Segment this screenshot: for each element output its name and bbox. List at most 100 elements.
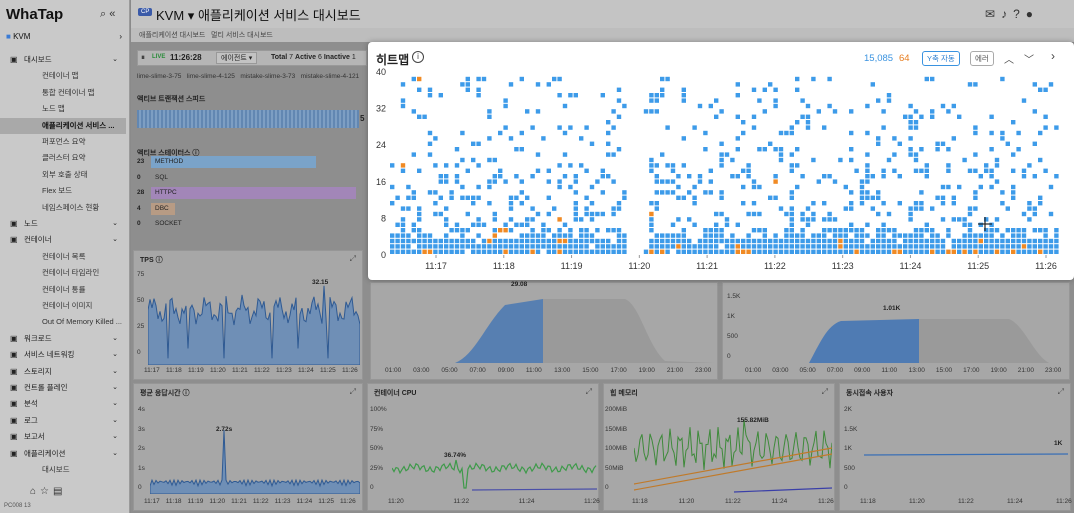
heatmap-cell: [471, 141, 476, 146]
sidebar-item[interactable]: ▣ ⌄ 애플리케이션: [0, 446, 126, 462]
agent-name[interactable]: mistake-slime-3-73: [240, 73, 296, 80]
sidebar-subitem[interactable]: Out Of Memory Killed ...: [0, 314, 126, 330]
x-tick-label: 11:24: [518, 498, 535, 505]
sidebar-subitem[interactable]: 노드 맵: [0, 101, 126, 117]
bell-icon[interactable]: ♪: [1001, 7, 1014, 21]
heatmap-cell: [886, 249, 892, 254]
heatmap-cell: [816, 179, 821, 184]
expand-icon[interactable]: ⤢: [349, 387, 356, 396]
page-title[interactable]: KVM ▾ 애플리케이션 서비스 대시보드: [156, 5, 361, 24]
chevron-up-icon[interactable]: ︿: [1004, 55, 1014, 66]
heatmap-cell: [751, 211, 757, 217]
chevron-down-icon[interactable]: ﹀: [1024, 55, 1034, 66]
sidebar-subitem[interactable]: 애플리케이션 서비스 ...: [0, 117, 126, 134]
heatmap-cell: [525, 249, 530, 254]
sidebar-item[interactable]: ▣ ⌄ 컨테이너: [0, 232, 126, 248]
chevron-down-icon: ⌄: [112, 433, 118, 441]
heatmap-cell: [967, 244, 973, 249]
heatmap-cell: [838, 244, 843, 249]
heatmap-cell: [757, 238, 762, 244]
star-icon[interactable]: ☆: [40, 486, 54, 497]
sidebar-subitem[interactable]: 클러스터 요약: [0, 150, 126, 166]
sidebar-subitem[interactable]: 컨테이너 맵: [0, 68, 126, 84]
sidebar-subitem[interactable]: 퍼포먼스 요약: [0, 134, 126, 150]
active-status-label[interactable]: METHOD: [155, 158, 184, 165]
heatmap-cell: [908, 249, 913, 254]
sidebar-subitem[interactable]: 대시보드: [0, 462, 126, 478]
agent-name[interactable]: mistake-slime-4-121: [300, 73, 360, 80]
heatmap-cell: [487, 109, 492, 114]
heatmap-cell: [1032, 244, 1037, 249]
heatmap-cell: [778, 244, 784, 249]
sidebar-subitem[interactable]: 네임스페이스 현황: [0, 200, 126, 216]
doc-icon[interactable]: ▤: [53, 486, 67, 497]
heatmap-cell: [584, 125, 589, 130]
sidebar-item[interactable]: ▣ ⌄ 노드: [0, 216, 126, 232]
sidebar-subitem[interactable]: 컨테이너 통률: [0, 282, 126, 298]
sidebar-subitem[interactable]: 컨테이너 이미지: [0, 298, 126, 314]
y-axis-auto-button[interactable]: Y축 자동: [922, 51, 960, 66]
sidebar-project[interactable]: ■ KVM ›: [6, 32, 126, 46]
sidebar-item[interactable]: ▣ ⌄ 컨트롤 플레인: [0, 380, 126, 396]
heatmap-cell: [573, 238, 578, 244]
heatmap-cell: [600, 211, 605, 217]
heatmap-chart[interactable]: 0 8 16 24 32 40 11:17 11:18 11:19 11:20 11:21 11:22…: [368, 42, 1074, 280]
chevron-right-icon[interactable]: ›: [1051, 49, 1055, 63]
chevron-down-icon: ⌄: [112, 351, 118, 359]
heatmap-cell: [687, 190, 692, 195]
sidebar-subitem[interactable]: Flex 보드: [0, 183, 126, 199]
agent-name[interactable]: lime-slime-3-75: [137, 73, 182, 80]
heatmap-cell: [940, 244, 946, 249]
sidebar-item[interactable]: ▣ ⌄ 로그: [0, 413, 126, 429]
heatmap-cell: [649, 217, 654, 222]
active-status-label[interactable]: SOCKET: [155, 220, 182, 227]
heatmap-cell: [703, 228, 708, 233]
sidebar-item[interactable]: ▣ ⌄ 대시보드: [0, 52, 126, 68]
agent-name[interactable]: lime-slime-4-125: [186, 73, 235, 80]
sidebar-item[interactable]: ▣ ⌄ 워크로드: [0, 331, 126, 347]
error-filter-button[interactable]: 에러: [970, 51, 994, 66]
heatmap-cell: [773, 233, 778, 238]
active-status-label[interactable]: SQL: [155, 173, 169, 181]
info-icon[interactable]: i: [412, 51, 424, 63]
heatmap-cell: [411, 109, 416, 114]
expand-icon[interactable]: ⤢: [349, 254, 356, 263]
chevron-down-icon: ⌄: [112, 400, 118, 408]
active-status-label[interactable]: DBC: [155, 204, 169, 212]
sidebar-item[interactable]: ▣ ⌄ 스토리지: [0, 364, 126, 380]
megaphone-icon[interactable]: ✉: [985, 7, 1002, 21]
home-icon[interactable]: ⌂: [30, 486, 41, 497]
heatmap-cell: [789, 249, 794, 254]
heatmap-cell: [973, 125, 978, 130]
heatmap-cell: [789, 125, 794, 130]
heatmap-cell: [746, 233, 751, 238]
heatmap-cell: [827, 217, 832, 222]
tab-multi-service[interactable]: 멀티 서비스 대시보드: [211, 32, 273, 39]
sidebar-subitem[interactable]: 외부 호출 상태: [0, 167, 126, 183]
sidebar-item[interactable]: ▣ ⌄ 보고서: [0, 429, 126, 445]
help-icon[interactable]: ?: [1013, 7, 1026, 21]
heatmap-cell: [660, 233, 665, 238]
tab-app-dashboard[interactable]: 애플리케이션 대시보드: [139, 32, 206, 39]
active-value: 6: [317, 54, 322, 61]
search-icon[interactable]: ⌕: [100, 8, 107, 20]
expand-icon[interactable]: ⤢: [585, 387, 592, 396]
expand-icon[interactable]: ⤢: [1057, 387, 1064, 396]
pause-icon[interactable]: ⏸: [141, 53, 145, 62]
agent-filter-select[interactable]: 에이전트 ▾: [216, 52, 258, 64]
info-icon[interactable]: ⓘ: [192, 150, 200, 157]
sidebar-item[interactable]: ▣ ⌄ 분석: [0, 396, 126, 412]
heatmap-cell: [800, 211, 805, 217]
sidebar-subitem[interactable]: 컨테이너 타임라인: [0, 265, 126, 281]
collapse-icon[interactable]: «: [109, 8, 116, 20]
sidebar-subitem[interactable]: 컨테이너 목록: [0, 249, 126, 265]
heatmap-cell: [773, 87, 778, 92]
expand-icon[interactable]: ⤢: [821, 387, 828, 396]
avatar[interactable]: ●: [1025, 7, 1039, 21]
heatmap-cell: [789, 222, 794, 227]
active-status-label[interactable]: HTTPC: [155, 189, 177, 196]
heatmap-cell: [946, 249, 951, 254]
whatap-logo[interactable]: WhaTap: [6, 6, 64, 23]
sidebar-subitem[interactable]: 통합 컨테이너 맵: [0, 85, 126, 101]
sidebar-item[interactable]: ▣ ⌄ 서비스 네트워킹: [0, 347, 126, 363]
